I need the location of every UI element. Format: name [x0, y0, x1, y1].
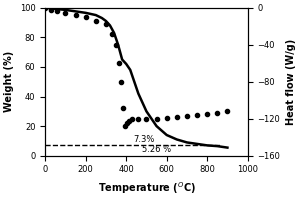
Point: [195, 113, 200, 117]
Point: [117, 62, 122, 65]
Point: [164, 116, 169, 119]
Point: [114, 43, 118, 46]
Point: [130, 117, 135, 120]
Y-axis label: Heat flow (W/g): Heat flow (W/g): [286, 39, 296, 125]
Point: [55, 10, 60, 13]
Point: [93, 19, 98, 22]
Point: [43, 6, 48, 9]
Point: [110, 32, 114, 35]
Point: [144, 117, 149, 120]
X-axis label: Temperature ($^{O}$C): Temperature ($^{O}$C): [98, 180, 195, 196]
Point: [205, 113, 210, 116]
Point: [83, 15, 88, 19]
Text: 5.26 %: 5.26 %: [142, 145, 172, 154]
Text: 7.3%: 7.3%: [133, 135, 155, 144]
Y-axis label: Weight (%): Weight (%): [4, 51, 14, 112]
Point: [63, 12, 68, 15]
Point: [119, 80, 124, 83]
Point: [136, 117, 141, 120]
Point: [215, 112, 220, 115]
Point: [73, 13, 78, 17]
Point: [184, 114, 189, 118]
Point: [125, 122, 130, 125]
Point: [174, 115, 179, 118]
Point: [225, 110, 230, 113]
Point: [127, 119, 132, 122]
Point: [121, 106, 126, 109]
Point: [103, 23, 108, 26]
Point: [154, 117, 159, 120]
Point: [123, 125, 128, 128]
Point: [49, 8, 54, 11]
